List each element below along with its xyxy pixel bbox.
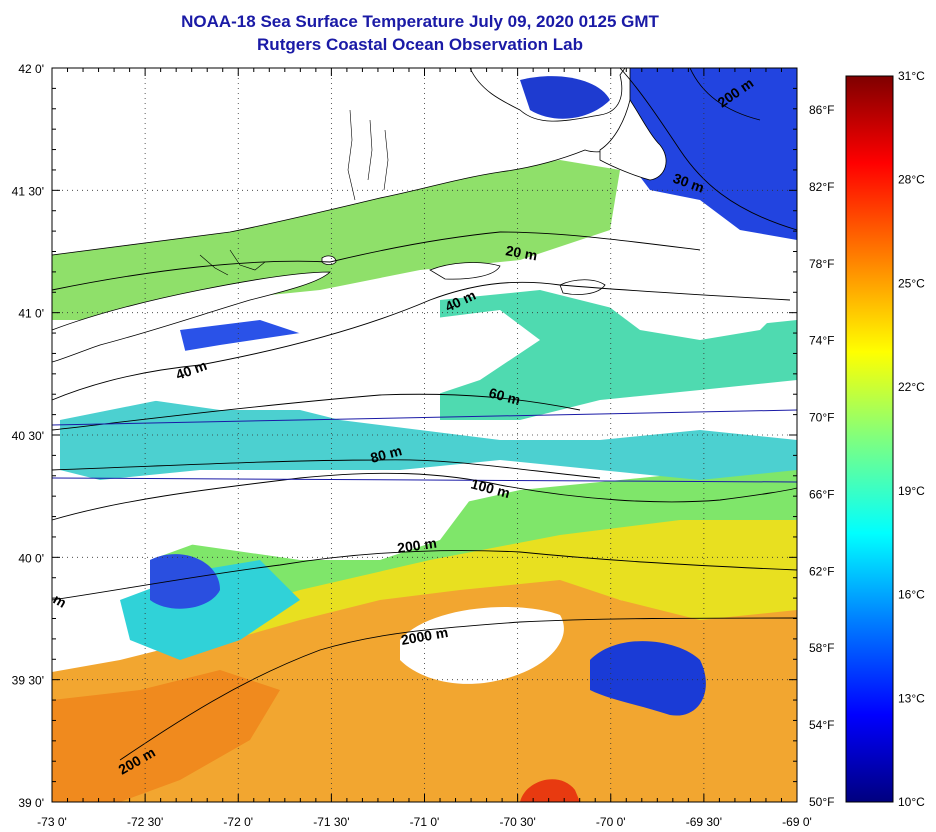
isobath-contours (51, 67, 798, 761)
sst-cape-cod-bay-blue (520, 76, 610, 119)
fahrenheit-labels: 86°F 82°F 78°F 74°F 70°F 66°F 62°F 58°F 54°F 50°F (809, 103, 834, 809)
celsius-tick-label: 28°C (898, 173, 925, 187)
sst-orange-core (52, 670, 280, 802)
isobath-60m (51, 393, 581, 431)
sst-sound-green (52, 160, 620, 320)
land-areas (51, 67, 667, 363)
celsius-tick-label: 22°C (898, 380, 925, 394)
celsius-tick-label: 19°C (898, 484, 925, 498)
celsius-tick-label: 31°C (898, 69, 925, 83)
celsius-tick-label: 25°C (898, 276, 925, 290)
graticule (52, 68, 797, 802)
fahrenheit-tick-label: 78°F (809, 257, 834, 271)
sst-yellow-band (200, 500, 797, 640)
track-line-north (51, 409, 798, 426)
colorbar (845, 75, 894, 803)
map-subtitle: Rutgers Coastal Ocean Observation Lab (257, 35, 583, 54)
lon-tick-label: -72 0' (223, 815, 253, 829)
isobath-40m (51, 281, 791, 401)
lat-tick-label: 40 30' (12, 429, 44, 443)
contour-label: 80 m (369, 442, 404, 466)
fahrenheit-tick-label: 74°F (809, 334, 834, 348)
isobath-80m (51, 459, 601, 479)
map-title: NOAA-18 Sea Surface Temperature July 09,… (181, 12, 659, 31)
fahrenheit-tick-label: 58°F (809, 641, 834, 655)
lon-tick-label: -70 0' (596, 815, 626, 829)
lat-tick-label: 42 0' (18, 62, 44, 76)
land-long-island (51, 271, 331, 363)
fahrenheit-tick-label: 50°F (809, 795, 834, 809)
axis-ticks (51, 67, 798, 803)
longitude-labels: -73 0' -72 30' -72 0' -71 30' -71 0' -70 30' -… (37, 815, 812, 829)
lon-tick-label: -72 30' (127, 815, 163, 829)
celsius-labels: 31°C 28°C 25°C 22°C 19°C 16°C 13°C 10°C (898, 69, 925, 809)
sst-hot-spot (520, 779, 580, 802)
sst-mid-shelf-cyan (60, 400, 797, 480)
contour-label: 20 m (504, 242, 538, 263)
sst-shelf-green (150, 460, 797, 620)
isobath-200m (51, 550, 798, 601)
celsius-tick-label: 10°C (898, 795, 925, 809)
contour-label: 60 m (487, 384, 522, 408)
land-cape-cod (599, 99, 667, 181)
cloud-patch-slope (400, 607, 564, 684)
lon-tick-label: -69 0' (782, 815, 812, 829)
fahrenheit-tick-label: 66°F (809, 487, 834, 501)
lat-tick-label: 41 30' (12, 184, 44, 198)
celsius-tick-label: 13°C (898, 691, 925, 705)
fahrenheit-tick-label: 86°F (809, 103, 834, 117)
latitude-labels: 42 0' 41 30' 41 0' 40 30' 40 0' 39 30' 39 0' (12, 62, 44, 810)
track-lines (51, 409, 798, 483)
cloud-bank-central (130, 310, 540, 410)
isobath-2000m (119, 617, 798, 761)
contour-label: 200 m (396, 535, 438, 556)
land-new-england (51, 67, 631, 256)
track-line-south (51, 477, 798, 483)
lon-tick-label: -69 30' (686, 815, 722, 829)
lon-tick-label: -71 0' (410, 815, 440, 829)
lat-tick-label: 40 0' (18, 551, 44, 565)
lat-tick-label: 41 0' (18, 307, 44, 321)
land-marthas-vineyard (429, 262, 501, 280)
fahrenheit-tick-label: 82°F (809, 180, 834, 194)
fahrenheit-tick-label: 54°F (809, 718, 834, 732)
sst-nantucket-green (440, 290, 797, 420)
lon-tick-label: -73 0' (37, 815, 67, 829)
lat-tick-label: 39 0' (18, 796, 44, 810)
lon-tick-label: -70 30' (499, 815, 535, 829)
sst-cold-patch-west (150, 554, 220, 609)
coastline-detail (199, 109, 389, 276)
fahrenheit-tick-label: 70°F (809, 411, 834, 425)
isobath-100m (51, 472, 798, 521)
land-block-island (321, 255, 337, 266)
sst-cold-patch-east (590, 641, 706, 716)
fahrenheit-tick-label: 62°F (809, 564, 834, 578)
isobath-20m (51, 231, 701, 291)
sst-gulf-maine-blue (620, 68, 797, 240)
isobath-gulf-maine (619, 67, 798, 231)
celsius-tick-label: 16°C (898, 588, 925, 602)
lat-tick-label: 39 30' (12, 674, 44, 688)
lon-tick-label: -71 30' (313, 815, 349, 829)
